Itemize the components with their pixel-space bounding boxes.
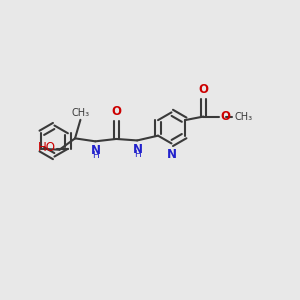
Text: H: H: [92, 151, 99, 160]
Text: N: N: [91, 144, 100, 157]
Text: N: N: [167, 148, 176, 160]
Text: O: O: [111, 105, 121, 118]
Text: H: H: [134, 150, 141, 159]
Text: N: N: [132, 143, 142, 156]
Text: CH₃: CH₃: [71, 108, 89, 118]
Text: O: O: [220, 110, 230, 123]
Text: CH₃: CH₃: [235, 112, 253, 122]
Text: HO: HO: [38, 141, 56, 154]
Text: O: O: [199, 83, 208, 96]
